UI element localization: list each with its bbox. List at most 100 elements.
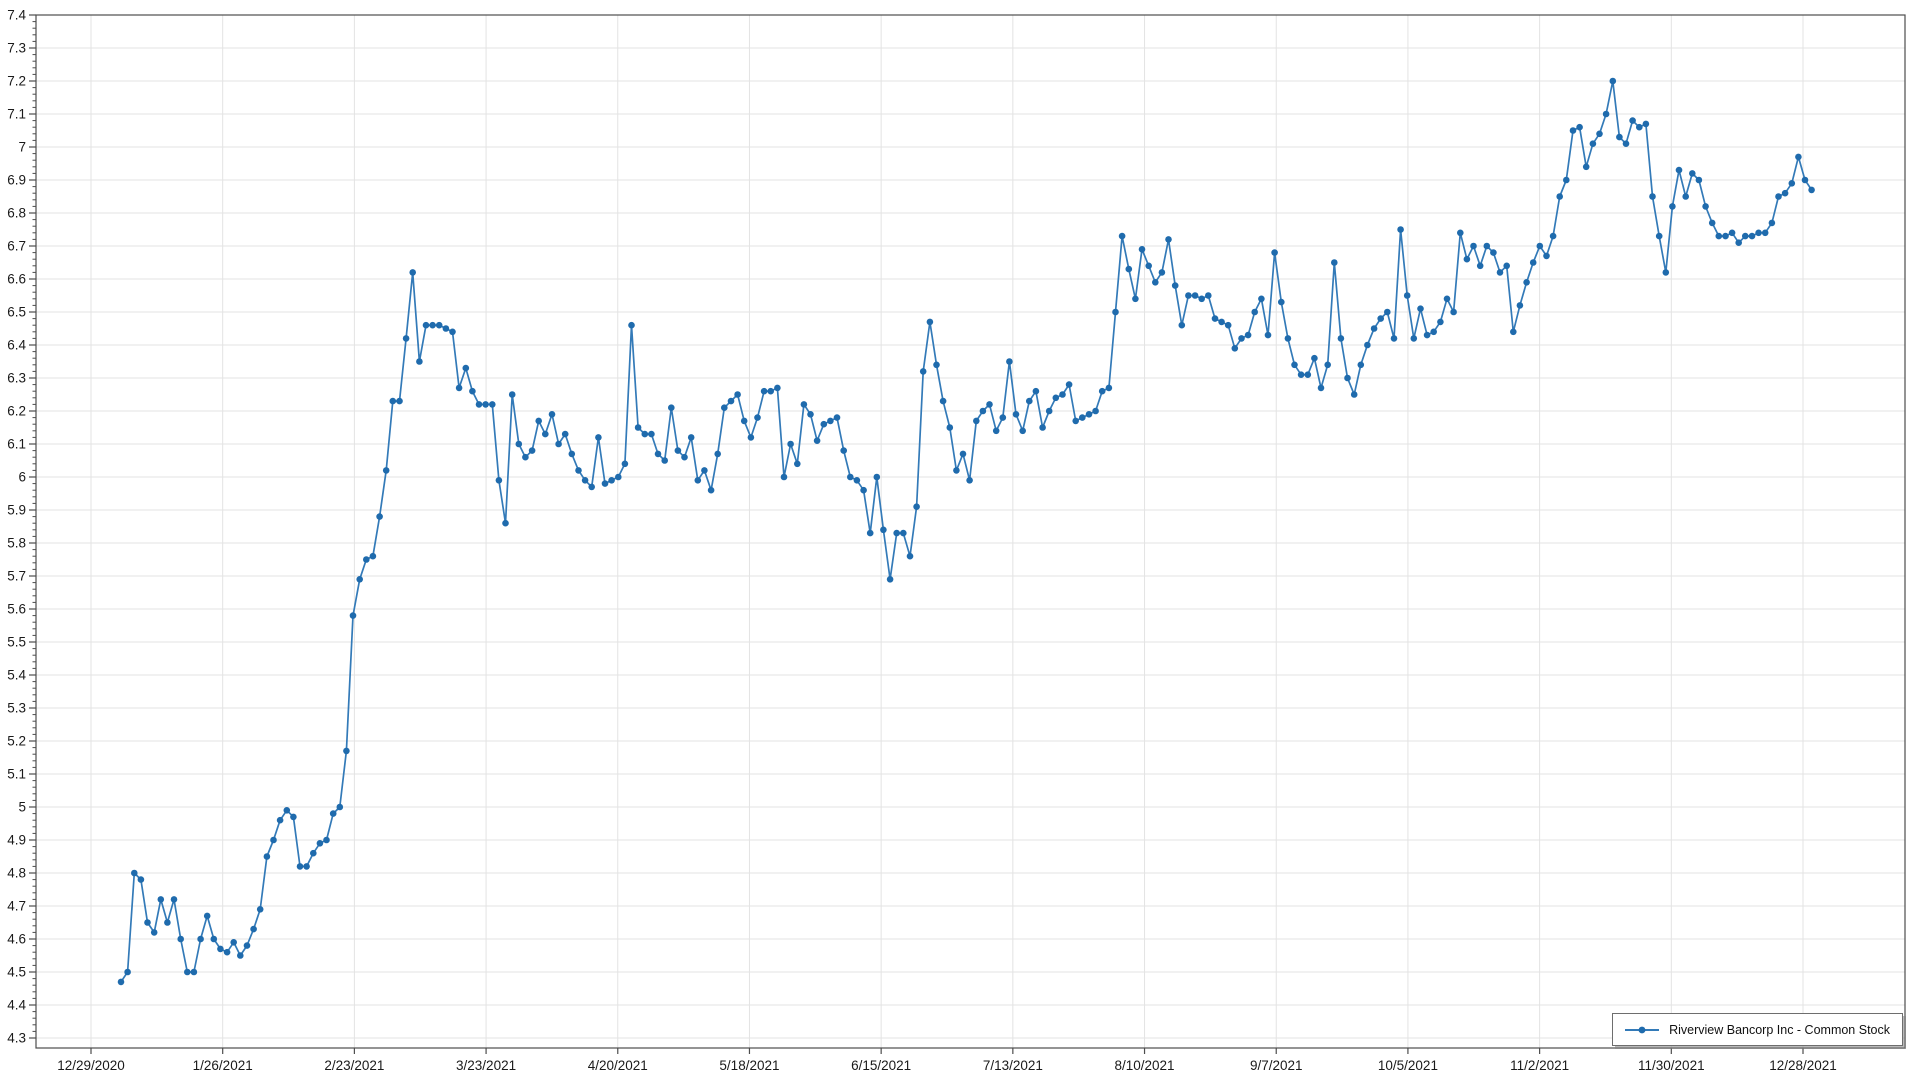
data-point [1165, 236, 1172, 243]
data-point [1775, 193, 1782, 200]
data-point [1602, 110, 1610, 118]
data-point [648, 430, 655, 438]
x-tick-label: 3/23/2021 [456, 1058, 516, 1073]
data-point [442, 325, 450, 332]
data-point [774, 384, 781, 392]
data-point [144, 919, 151, 926]
data-point [595, 434, 602, 441]
y-tick-label: 6.3 [7, 371, 26, 386]
data-point [502, 519, 509, 527]
data-point [1582, 163, 1590, 171]
data-point [860, 486, 867, 494]
data-point [1556, 193, 1563, 200]
x-tick-label: 7/13/2021 [983, 1058, 1043, 1073]
y-tick-label: 4.6 [7, 932, 26, 947]
data-point [1476, 262, 1484, 270]
data-point [1755, 229, 1762, 237]
x-tick-label: 4/20/2021 [588, 1058, 648, 1073]
data-point [356, 576, 364, 583]
x-tick-label: 5/18/2021 [719, 1058, 779, 1073]
data-point [1171, 282, 1179, 289]
data-point [1158, 269, 1166, 276]
data-point [303, 863, 310, 870]
data-point [800, 401, 808, 408]
data-point [1231, 345, 1239, 352]
data-point [230, 939, 237, 946]
x-tick-label: 2/23/2021 [324, 1058, 384, 1073]
data-point [1781, 189, 1789, 197]
data-point [449, 328, 456, 336]
data-point [754, 414, 761, 421]
data-point [601, 480, 609, 487]
y-tick-label: 5.4 [7, 668, 26, 683]
data-point [1218, 318, 1225, 326]
data-point [323, 836, 330, 844]
y-tick-label: 6.1 [7, 437, 26, 452]
data-point [1059, 391, 1066, 398]
data-point [542, 430, 549, 438]
data-point [316, 840, 324, 847]
data-point [290, 813, 297, 821]
data-point [1708, 219, 1716, 227]
data-point [203, 912, 211, 920]
y-tick-label: 5.5 [7, 635, 26, 650]
data-point [1589, 140, 1597, 147]
data-point [1085, 411, 1093, 418]
y-tick-label: 4.4 [7, 998, 26, 1013]
data-point [1662, 269, 1670, 276]
data-point [1576, 123, 1583, 131]
data-point [1695, 176, 1703, 184]
data-point [873, 473, 881, 481]
data-point [1045, 407, 1053, 415]
data-point [760, 387, 768, 395]
data-point [1224, 321, 1232, 329]
data-point [913, 503, 920, 511]
data-point [495, 477, 503, 484]
data-point [866, 529, 874, 537]
data-point [986, 401, 993, 408]
data-point [1145, 262, 1152, 270]
data-points [117, 77, 1815, 986]
legend[interactable]: Riverview Bancorp Inc - Common Stock [1612, 1013, 1903, 1046]
data-point [621, 460, 629, 468]
data-point [190, 968, 198, 976]
y-tick-label: 6.6 [7, 272, 26, 287]
data-point [409, 269, 417, 276]
data-point [1403, 292, 1411, 299]
data-point [1748, 232, 1756, 240]
data-point [933, 361, 940, 369]
data-point [1211, 315, 1219, 322]
data-point [1483, 242, 1491, 250]
data-point [1523, 279, 1530, 286]
data-point [1722, 232, 1729, 240]
data-point [1132, 295, 1139, 303]
data-point [555, 440, 562, 448]
data-point [641, 430, 649, 438]
data-point [999, 414, 1007, 421]
y-tick-label: 4.8 [7, 866, 26, 881]
y-tick-label: 5 [18, 800, 26, 815]
data-point [296, 863, 304, 870]
data-point [164, 919, 171, 926]
data-point [668, 404, 675, 412]
data-point [1450, 308, 1457, 316]
data-point [1788, 180, 1796, 187]
data-point [1768, 219, 1776, 227]
data-point [376, 513, 383, 520]
data-point [581, 477, 589, 484]
data-point [1092, 407, 1099, 415]
data-point [429, 321, 436, 329]
data-point [827, 417, 834, 425]
data-point [787, 440, 794, 448]
data-point [1238, 335, 1245, 342]
data-point [1032, 387, 1040, 395]
data-point [1689, 170, 1696, 177]
data-point [1311, 354, 1318, 362]
y-tick-label: 7 [18, 140, 26, 155]
data-point [1549, 232, 1557, 240]
x-tick-label: 11/2/2021 [1510, 1058, 1569, 1073]
data-point [1682, 193, 1689, 200]
data-point [1026, 397, 1033, 405]
y-tick-label: 6.9 [7, 173, 26, 188]
